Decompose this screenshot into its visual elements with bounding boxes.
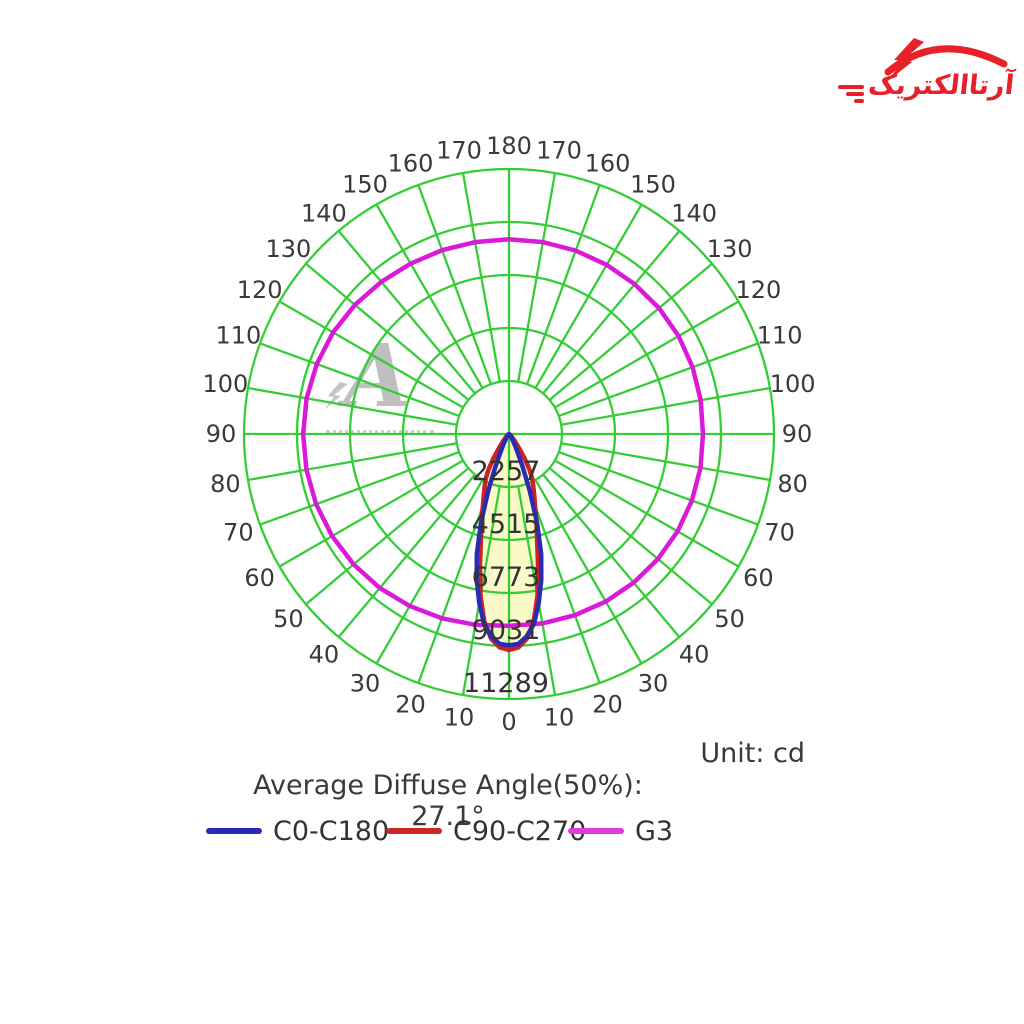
svg-text:150: 150 — [630, 171, 676, 199]
svg-text:90: 90 — [206, 420, 237, 448]
svg-text:80: 80 — [777, 470, 808, 498]
logo-speed-lines — [838, 82, 864, 103]
svg-text:10: 10 — [544, 704, 575, 732]
g3-curve — [300, 237, 706, 629]
legend-item-g3: G3 — [568, 815, 673, 847]
svg-text:120: 120 — [735, 276, 781, 304]
svg-text:50: 50 — [714, 605, 745, 633]
svg-text:60: 60 — [743, 564, 774, 592]
svg-text:20: 20 — [592, 691, 623, 719]
svg-text:80: 80 — [210, 470, 241, 498]
svg-text:110: 110 — [215, 322, 261, 350]
legend-label-c90-c270: C90-C270 — [453, 815, 587, 847]
brand-logo: آرتاالکتریک — [836, 26, 1018, 112]
svg-text:20: 20 — [395, 691, 426, 719]
svg-text:180: 180 — [486, 132, 532, 160]
unit-label: Unit: cd — [700, 738, 805, 769]
ring-value-labels: 2257 4515 6773 9031 11289 — [463, 456, 549, 699]
svg-text:120: 120 — [237, 276, 283, 304]
legend-item-c0-c180: C0-C180 — [206, 815, 389, 847]
svg-text:2257: 2257 — [472, 456, 541, 487]
legend-swatch-g3 — [568, 828, 624, 834]
brand-name: آرتاالکتریک — [866, 70, 1016, 101]
c90-c270-curve — [477, 431, 541, 653]
svg-text:40: 40 — [679, 641, 710, 669]
svg-text:30: 30 — [638, 669, 669, 697]
chart-legend: C0-C180 C90-C270 G3 — [0, 815, 1024, 849]
watermark-letter: A — [344, 326, 411, 427]
watermark: A — [318, 334, 448, 438]
svg-text:150: 150 — [342, 171, 388, 199]
svg-text:4515: 4515 — [472, 509, 541, 540]
svg-text:100: 100 — [202, 370, 248, 398]
svg-text:140: 140 — [301, 199, 347, 227]
c0-c180-curve — [474, 431, 544, 648]
svg-text:70: 70 — [764, 519, 795, 547]
svg-text:40: 40 — [309, 641, 340, 669]
svg-text:170: 170 — [436, 136, 482, 164]
svg-text:6773: 6773 — [472, 562, 541, 593]
svg-text:11289: 11289 — [463, 668, 549, 699]
svg-text:100: 100 — [770, 370, 816, 398]
svg-text:90: 90 — [782, 420, 813, 448]
legend-swatch-c90-c270 — [386, 828, 442, 834]
svg-text:9031: 9031 — [472, 615, 541, 646]
svg-text:70: 70 — [223, 519, 254, 547]
svg-text:110: 110 — [757, 322, 803, 350]
svg-text:170: 170 — [536, 136, 582, 164]
svg-text:130: 130 — [707, 235, 753, 263]
lightning-bolt-icon — [884, 38, 924, 84]
svg-text:10: 10 — [444, 704, 475, 732]
svg-text:160: 160 — [388, 149, 434, 177]
logo-swoosh-and-bolt-icon — [884, 38, 1008, 84]
legend-item-c90-c270: C90-C270 — [386, 815, 586, 847]
legend-label-c0-c180: C0-C180 — [273, 815, 390, 847]
average-diffuse-angle-label: Average Diffuse Angle(50%): 27.1° — [253, 770, 643, 832]
svg-text:50: 50 — [273, 605, 304, 633]
svg-text:130: 130 — [265, 235, 311, 263]
legend-swatch-c0-c180 — [206, 828, 262, 834]
svg-text:60: 60 — [244, 564, 275, 592]
svg-text:30: 30 — [350, 669, 381, 697]
watermark-caption — [326, 430, 434, 433]
svg-text:0: 0 — [501, 708, 516, 736]
svg-text:140: 140 — [671, 199, 717, 227]
svg-text:160: 160 — [585, 149, 631, 177]
legend-label-g3: G3 — [635, 815, 674, 847]
